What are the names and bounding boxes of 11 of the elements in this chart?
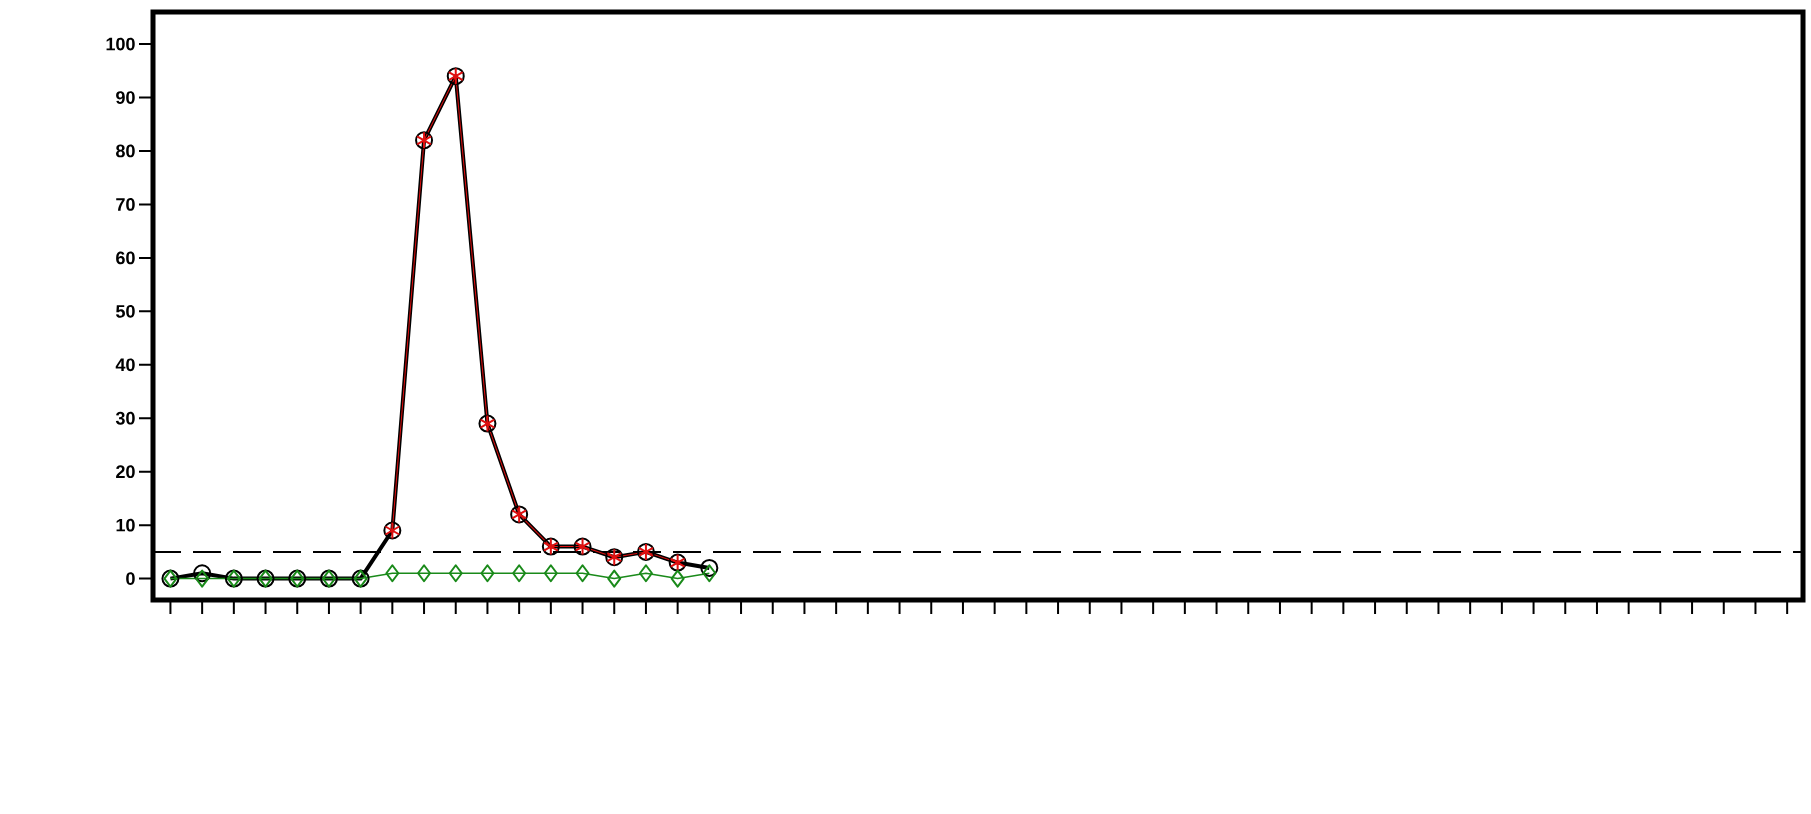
- y-tick-label: 30: [115, 411, 135, 425]
- y-tick-label: 20: [116, 465, 135, 479]
- y-tick-label: 10: [116, 518, 135, 532]
- y-tick-label: 0: [126, 572, 135, 585]
- y-tick-label: 80: [116, 144, 135, 158]
- y-tick-label: 40: [115, 358, 135, 372]
- y-tick-label: 60: [116, 251, 135, 265]
- y-tick-label: 50: [116, 304, 135, 318]
- y-tick-label: 90: [116, 91, 135, 104]
- y-tick-label: 70: [116, 198, 135, 211]
- y-tick-label: 100: [106, 37, 135, 51]
